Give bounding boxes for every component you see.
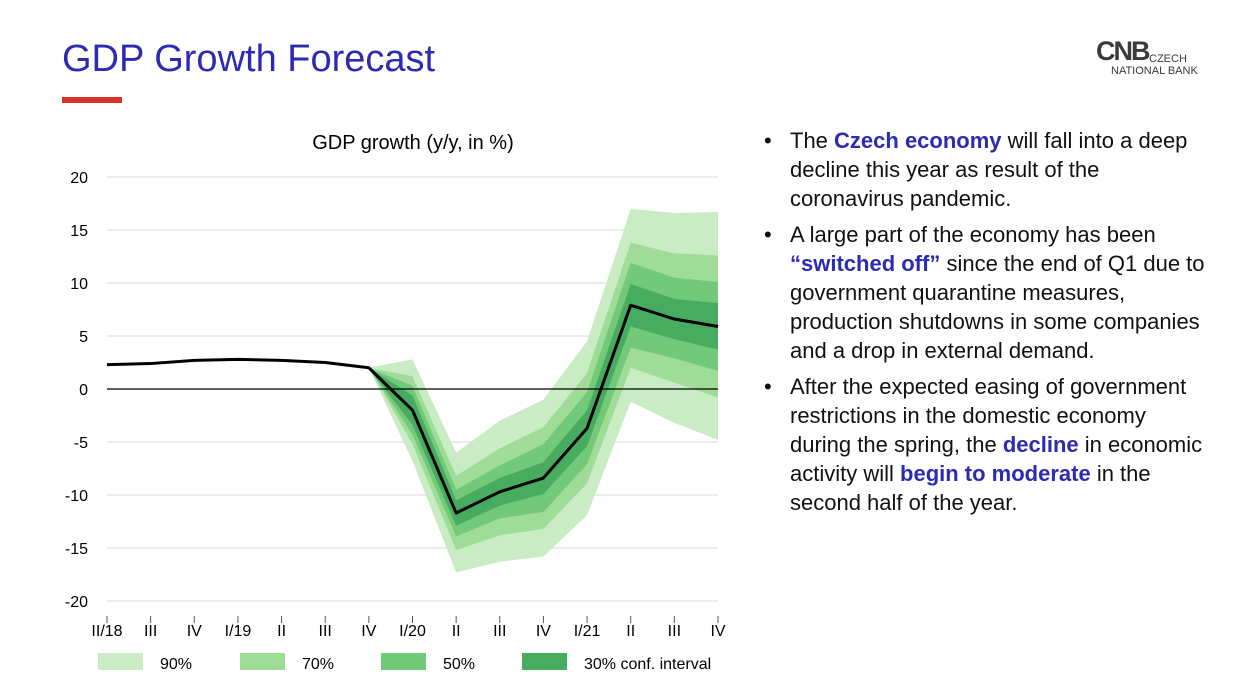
chart-x-axis: II/18 III IV I/19 II III IV I/20 II III IV I/21 II II… <box>91 616 726 640</box>
y-tick-label: 5 <box>79 329 88 346</box>
highlight-text: “switched off” <box>790 251 941 276</box>
legend-swatch-2 <box>381 653 426 670</box>
y-tick-label: 15 <box>70 223 88 240</box>
x-tick-label: II <box>626 623 635 640</box>
x-tick-label: II/18 <box>91 623 122 640</box>
bullet-item: The Czech economy will fall into a deep … <box>760 126 1210 213</box>
y-tick-label: -5 <box>74 435 88 452</box>
x-tick-label: I/21 <box>574 623 601 640</box>
legend-swatch-0 <box>98 653 143 670</box>
x-tick-label: III <box>144 623 157 640</box>
x-tick-label: IV <box>187 623 202 640</box>
bullet-text: in economic activity will <box>790 432 1203 486</box>
y-tick-label: -10 <box>65 488 88 505</box>
x-tick-label: II <box>452 623 461 640</box>
gdp-fan-chart: GDP growth (y/y, in %) 20 15 10 5 0 -5 -10 -15 -… <box>65 132 726 673</box>
y-tick-label: -15 <box>65 541 88 558</box>
y-tick-label: 10 <box>70 276 88 293</box>
bullet-list: The Czech economy will fall into a deep … <box>760 126 1210 524</box>
bullet-text: since the end of Q1 due to government qu… <box>790 251 1205 363</box>
legend-label-3: 30% conf. interval <box>584 656 711 673</box>
x-tick-label: IV <box>710 623 725 640</box>
highlight-text: decline <box>1002 432 1079 457</box>
legend-swatch-3 <box>522 653 567 670</box>
highlight-text: begin to moderate <box>900 461 1091 486</box>
legend-swatch-1 <box>240 653 285 670</box>
logo-text-czech: CZECH <box>1149 53 1187 65</box>
bullet-item: After the expected easing of government … <box>760 372 1210 517</box>
logo-mark: CNB <box>1096 36 1150 66</box>
bullet-text: in the second half of the year. <box>790 461 1151 515</box>
legend-label-0: 90% <box>160 656 192 673</box>
chart-title: GDP growth (y/y, in %) <box>312 132 514 154</box>
chart-y-axis: 20 15 10 5 0 -5 -10 -15 -20 <box>65 170 88 611</box>
x-tick-label: II <box>277 623 286 640</box>
page-title: GDP Growth Forecast <box>62 38 436 80</box>
series-line-0 <box>106 303 719 515</box>
highlight-text: Czech economy <box>834 128 1002 153</box>
title-accent-bar <box>62 97 122 103</box>
x-tick-label: I/20 <box>399 623 426 640</box>
logo-text-national-bank: NATIONAL BANK <box>1111 65 1198 77</box>
x-tick-label: III <box>319 623 332 640</box>
y-tick-label: 0 <box>79 382 88 399</box>
legend-label-2: 50% <box>443 656 475 673</box>
fan-band-2 <box>368 262 718 537</box>
chart-legend: 90% 70% 50% 30% conf. interval <box>98 653 711 673</box>
bullet-item: A large part of the economy has been “sw… <box>760 220 1210 365</box>
x-tick-label: III <box>668 623 681 640</box>
x-tick-label: III <box>493 623 506 640</box>
x-tick-label: I/19 <box>225 623 252 640</box>
bullet-text: The <box>790 128 835 153</box>
bullet-text: After the expected easing of government … <box>790 374 1187 457</box>
legend-label-1: 70% <box>302 656 334 673</box>
bullet-text: will fall into a deep decline this year … <box>790 128 1188 211</box>
chart-fan-bands <box>368 208 718 573</box>
y-tick-label: -20 <box>65 594 88 611</box>
bullet-text: A large part of the economy has been <box>790 222 1156 247</box>
y-tick-label: 20 <box>70 170 88 187</box>
chart-series-lines <box>106 303 719 515</box>
x-tick-label: IV <box>536 623 551 640</box>
x-tick-label: IV <box>361 623 376 640</box>
